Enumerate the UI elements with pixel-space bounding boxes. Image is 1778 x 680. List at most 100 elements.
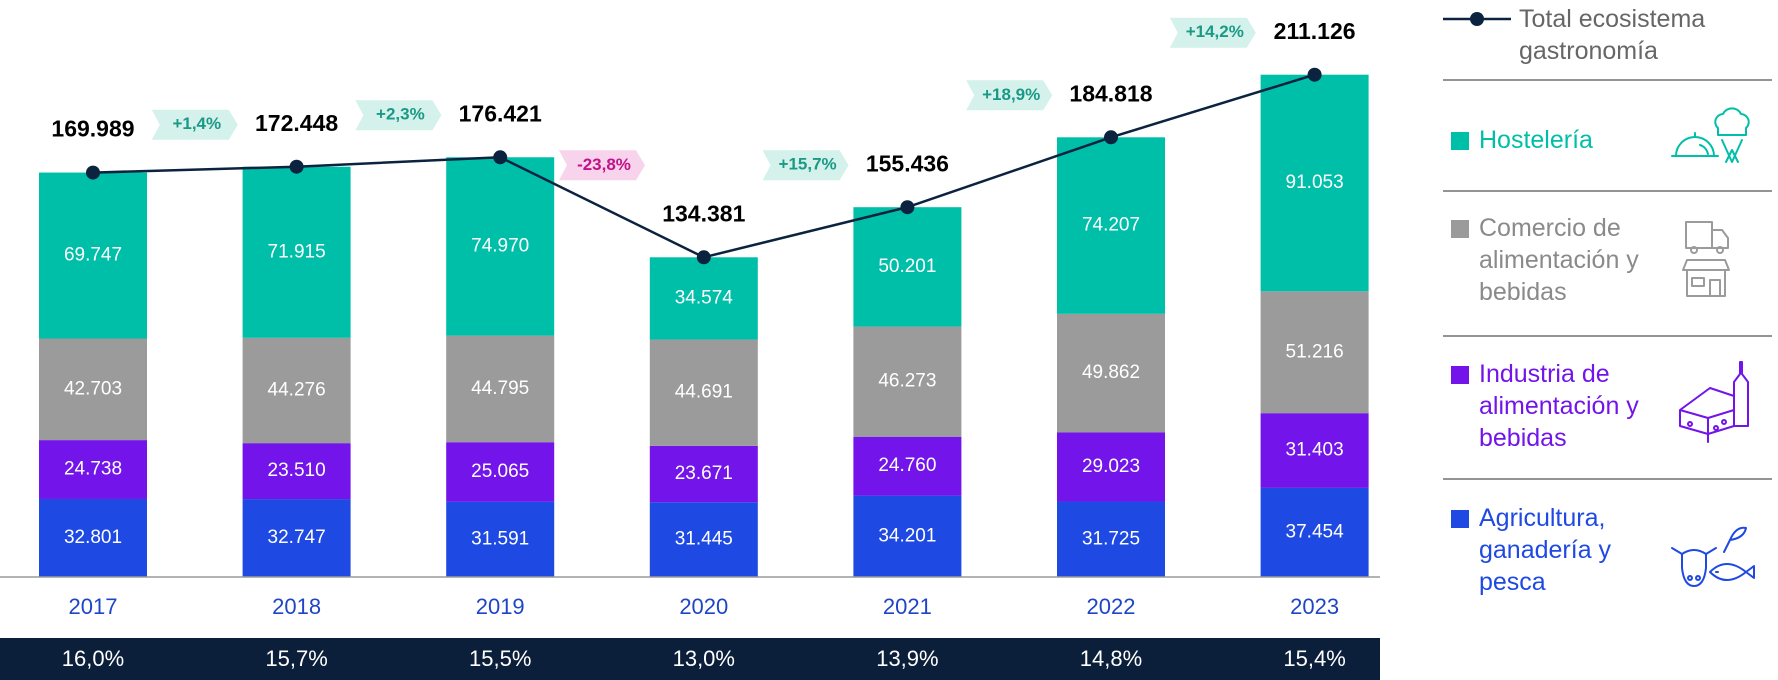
segment-label: 44.795 [471,378,529,399]
growth-label: +18,9% [982,85,1040,104]
segment-label: 24.738 [64,459,122,480]
legend-label: Industria de alimentación y bebidas [1479,360,1639,452]
growth-label: +14,2% [1186,22,1244,41]
bar-segment [1057,501,1165,577]
segment-label: 25.065 [471,461,529,482]
growth-badge [1169,17,1256,48]
segment-label: 74.970 [471,235,529,256]
total-point [1104,130,1118,145]
segment-label: 74.207 [1082,215,1140,236]
bar-segment [853,326,962,437]
total-label: 176.421 [459,100,542,126]
total-point [493,150,508,165]
x-tick-label: 2021 [883,594,932,619]
total-label: 172.448 [255,110,338,136]
bar-segment [242,499,351,577]
segment-label: 49.862 [1082,362,1140,383]
total-point [696,250,711,265]
total-label: 134.381 [662,200,745,226]
growth-label: +2,3% [376,105,425,124]
x-tick-label: 2017 [69,594,118,619]
segment-label: 29.023 [1082,456,1140,477]
bar-segment [649,445,758,503]
legend-label: Total ecosistema gastronomía [1519,5,1706,65]
growth-label: -23,8% [577,155,631,174]
segment-label: 32.747 [268,527,326,548]
bar-segment [446,335,555,443]
legend-swatch [1451,220,1469,238]
icon-retail [1682,221,1730,297]
bar-segment [649,502,758,577]
legend-swatch [1451,132,1469,150]
bar-segment [39,440,147,499]
growth-label: +1,4% [172,114,221,133]
growth-badge [151,109,238,140]
bar-segment [649,339,758,446]
x-tick-label: 2023 [1290,594,1339,619]
bar-segment [39,498,147,577]
growth-badge [559,150,645,181]
legend-label: Agricultura, ganadería y pesca [1479,504,1612,596]
segment-label: 31.591 [471,528,529,549]
icon-agriculture [1671,526,1755,587]
bar-segment [1260,74,1369,292]
segment-label: 44.691 [675,382,733,403]
total-label: 211.126 [1274,18,1356,44]
segment-label: 24.760 [878,455,936,476]
segment-label: 50.201 [878,256,936,277]
bar-segment [1057,432,1165,502]
x-tick-label: 2020 [679,594,728,619]
segment-label: 51.216 [1286,341,1344,362]
segment-label: 37.454 [1286,521,1345,542]
growth-badge [762,150,849,181]
growth-badge [355,100,442,131]
segment-label: 31.445 [675,529,733,550]
total-point [1307,67,1322,82]
bar-segment [242,443,351,500]
bar-segment [1260,291,1369,414]
bar-segment [39,172,147,339]
icon-hospitality [1671,107,1750,163]
growth-label: +15,7% [779,155,837,174]
bar-segment [1057,313,1165,433]
x-tick-label: 2022 [1087,594,1136,619]
segment-label: 31.403 [1286,440,1344,461]
segment-label: 91.053 [1286,172,1344,193]
share-label: 15,4% [1283,646,1345,671]
total-label: 155.436 [866,150,949,176]
bar-segment [446,501,555,577]
segment-label: 32.801 [64,527,122,548]
bar-segment [242,337,351,444]
total-point [86,165,100,180]
legend-swatch [1451,510,1469,528]
bar-segment [853,436,962,496]
total-label: 184.818 [1069,80,1152,106]
x-tick-label: 2018 [272,594,321,619]
share-label: 16,0% [62,646,124,671]
total-point [289,159,304,174]
segment-label: 42.703 [64,378,122,399]
segment-label: 44.276 [268,380,326,401]
growth-badge [966,80,1053,111]
bar-segment [1260,487,1369,577]
bar-segment [446,442,555,502]
legend-label: Hostelería [1479,126,1593,154]
legend-icons [1671,107,1755,587]
legend-swatch [1451,366,1469,384]
bar-segment [1260,413,1369,488]
bar-segment [1057,137,1165,314]
legend-line-marker [1470,12,1484,26]
segment-label: 23.671 [675,463,733,484]
x-tick-label: 2019 [476,594,525,619]
segment-label: 31.725 [1082,528,1140,549]
bar-segment [853,495,962,577]
share-label: 15,5% [469,646,531,671]
legend-label: Comercio de alimentación y bebidas [1479,214,1639,306]
share-label: 15,7% [265,646,327,671]
segment-label: 46.273 [878,371,936,392]
bar-segment [446,157,555,336]
bar-segment [39,338,147,441]
share-label: 14,8% [1080,646,1142,671]
share-label: 13,9% [876,646,938,671]
